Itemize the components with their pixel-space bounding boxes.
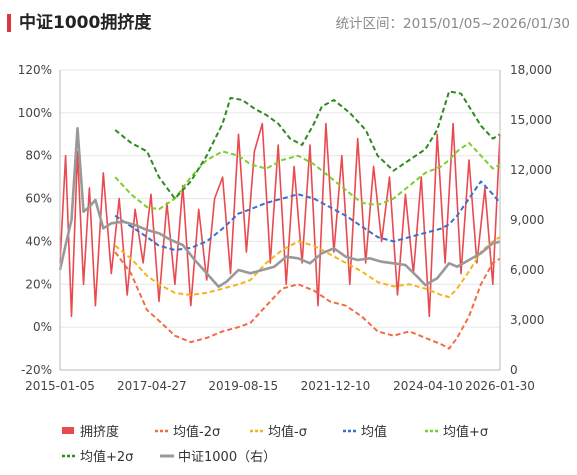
series-mean [114,180,501,251]
series-crowding [59,122,501,318]
y-left-tick-label: 120% [18,63,52,77]
left-axis: -20% 0% 20% 40% 60% 80% 100% 120% [18,63,61,377]
series-plus2sd [114,90,501,200]
legend-label-minus2sd: 均值-2σ [173,424,220,440]
bottom-axis: 2015-01-05 2017-04-27 2019-08-15 2021-12-10… [25,369,535,393]
series-layer [58,90,501,350]
legend-label-mean: 均值 [361,424,387,440]
legend-item-index: 中证1000（右） [160,450,276,465]
series-minus1sd [114,236,501,299]
legend-label-crowding: 拥挤度 [80,424,119,440]
chart-header: 中证1000拥挤度 统计区间：2015/01/05~2026/01/30 [7,12,570,36]
legend-item-crowding: 拥挤度 [62,424,119,440]
legend-label-plus2sd: 均值+2σ [80,449,133,465]
statistics-period: 统计区间：2015/01/05~2026/01/30 [335,16,570,32]
y-right-tick-label: 0 [510,363,518,377]
series-index [58,127,501,289]
series-plus1sd [114,141,501,211]
legend-item-minus1sd: 均值-σ [250,424,307,440]
y-right-tick-label: 3,000 [510,313,544,327]
legend-item-plus1sd: 均值+σ [425,424,488,440]
title-accent-mark [7,14,11,32]
y-right-tick-label: 18,000 [510,63,552,77]
y-left-tick-label: 100% [18,106,52,120]
x-tick-label: 2017-04-27 [117,379,187,393]
right-axis: 0 3,000 6,000 9,000 12,000 15,000 18,000 [499,63,552,377]
y-right-tick-label: 15,000 [510,113,552,127]
legend-item-minus2sd: 均值-2σ [155,424,220,440]
chart-title: 中证1000拥挤度 [19,13,152,33]
x-tick-label: 2024-04-10 [393,379,463,393]
legend: 拥挤度 均值-2σ 均值-σ 均值 均值+σ 均值+2σ 中证1000（右） [62,424,488,465]
y-left-tick-label: 60% [25,192,52,206]
x-tick-label: 2015-01-05 [25,379,95,393]
x-tick-label: 2019-08-15 [208,379,278,393]
y-left-tick-label: 0% [33,320,52,334]
y-left-tick-label: -20% [21,363,52,377]
x-tick-label: 2026-01-30 [465,379,535,393]
y-right-tick-label: 12,000 [510,163,552,177]
y-right-tick-label: 9,000 [510,213,544,227]
legend-item-plus2sd: 均值+2σ [62,449,133,465]
legend-label-index: 中证1000（右） [178,450,276,465]
legend-label-plus1sd: 均值+σ [443,424,488,440]
y-left-tick-label: 20% [25,277,52,291]
y-left-tick-label: 80% [25,149,52,163]
legend-swatch-crowding [62,427,74,434]
x-tick-label: 2021-12-10 [301,379,371,393]
legend-label-minus1sd: 均值-σ [268,424,307,440]
legend-item-mean: 均值 [343,424,387,440]
y-left-tick-label: 40% [25,234,52,248]
series-minus2sd [114,251,501,350]
y-right-tick-label: 6,000 [510,263,544,277]
